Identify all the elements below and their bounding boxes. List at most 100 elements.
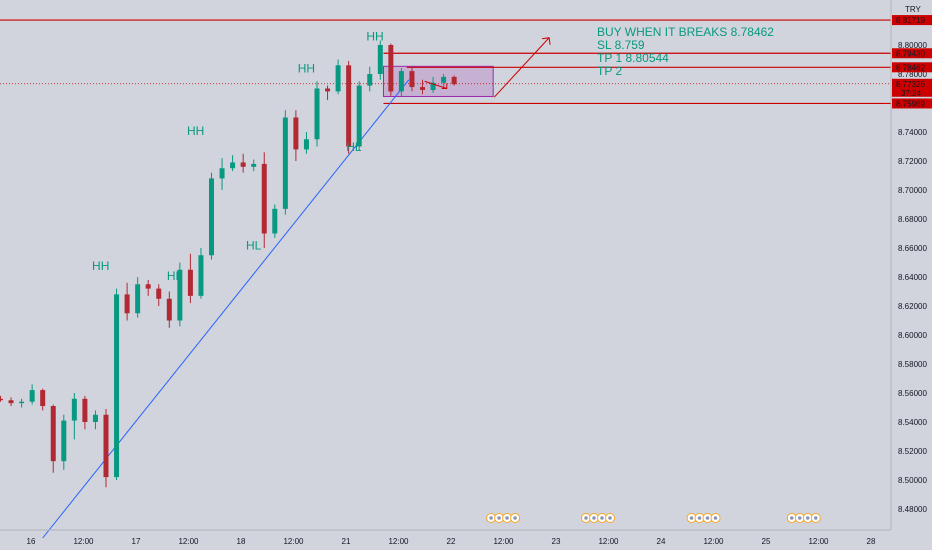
candle-body[interactable]: [303, 139, 309, 150]
candle-body[interactable]: [409, 71, 415, 88]
candle-body[interactable]: [388, 45, 394, 92]
candle-body[interactable]: [114, 294, 120, 478]
y-tick-label: 8.52000: [898, 447, 927, 456]
candle-body[interactable]: [441, 76, 447, 83]
event-marker-group[interactable]: [581, 513, 616, 523]
candle-body[interactable]: [282, 117, 288, 209]
trade-plan-tp1-line: TP 1 8.80544: [597, 51, 669, 65]
swing-label: HH: [366, 30, 383, 44]
annotations-layer: BUY WHEN IT BREAKS 8.78462 SL 8.759 TP 1…: [92, 25, 821, 523]
trade-plan-tp2-line: TP 2: [597, 64, 622, 78]
y-tick-label: 8.80000: [898, 41, 927, 50]
candle-body[interactable]: [219, 168, 225, 179]
candle-body[interactable]: [71, 398, 77, 421]
y-tick-label: 8.74000: [898, 128, 927, 137]
candle-body[interactable]: [230, 162, 236, 169]
y-tick-label: 8.68000: [898, 215, 927, 224]
down-arrow-head: [441, 83, 448, 89]
plot-area[interactable]: [0, 19, 891, 539]
x-tick-label: 12:00: [388, 537, 409, 546]
current-price-badge: 8.77326: [896, 80, 925, 89]
event-dot: [705, 516, 710, 520]
candle-body[interactable]: [335, 65, 341, 92]
x-tick-label: 12:00: [283, 537, 304, 546]
candle-body[interactable]: [325, 88, 331, 92]
event-dot: [505, 516, 509, 520]
x-tick-label: 18: [237, 537, 246, 546]
candle-body[interactable]: [198, 255, 204, 296]
y-tick-label: 8.48000: [898, 505, 927, 514]
candle-body[interactable]: [293, 117, 299, 150]
event-dot: [592, 516, 596, 520]
candle-body[interactable]: [8, 400, 14, 404]
swing-label: HL: [346, 140, 362, 154]
candle-body[interactable]: [251, 163, 257, 167]
event-dot: [697, 516, 702, 520]
candle-body[interactable]: [103, 414, 109, 478]
candle-body[interactable]: [19, 401, 25, 404]
x-tick-label: 21: [342, 537, 351, 546]
x-tick-label: 12:00: [703, 537, 724, 546]
candle-body[interactable]: [92, 414, 98, 422]
event-dot: [497, 516, 501, 520]
event-dot: [813, 516, 818, 520]
event-dot: [489, 516, 493, 520]
candle-body[interactable]: [420, 87, 425, 90]
candle-body[interactable]: [367, 74, 373, 86]
event-dot: [797, 516, 802, 520]
current-price-badge-bg: [892, 78, 932, 97]
x-tick-label: 28: [867, 537, 876, 546]
x-tick-label: 22: [447, 537, 456, 546]
candle-body[interactable]: [166, 298, 172, 321]
candle-body[interactable]: [40, 390, 46, 407]
candle-body[interactable]: [346, 65, 352, 147]
candle-body[interactable]: [124, 294, 130, 314]
event-marker-group[interactable]: [686, 513, 721, 523]
candle-body[interactable]: [187, 269, 193, 296]
x-tick-label: 25: [762, 537, 771, 546]
x-tick-label: 16: [27, 537, 36, 546]
candle-body[interactable]: [177, 269, 183, 321]
candle-body[interactable]: [240, 162, 246, 167]
trade-plan-buy-line: BUY WHEN IT BREAKS 8.78462: [597, 25, 774, 39]
event-dot: [584, 516, 588, 520]
candle-body[interactable]: [29, 390, 35, 402]
candle-body[interactable]: [356, 85, 362, 147]
swing-label: HH: [298, 62, 315, 76]
price-badge-bg: [892, 98, 932, 109]
event-dot: [789, 516, 794, 520]
y-tick-label: 8.58000: [898, 360, 927, 369]
event-dot: [689, 516, 694, 520]
candle-body[interactable]: [377, 45, 383, 74]
event-dot: [805, 516, 810, 520]
candle-body[interactable]: [398, 71, 404, 92]
candle-body[interactable]: [261, 163, 267, 234]
x-tick-label: 12:00: [493, 537, 514, 546]
candle-body[interactable]: [314, 88, 320, 140]
up-arrow-head: [542, 37, 551, 45]
candle-body[interactable]: [135, 284, 141, 314]
event-marker-group[interactable]: [486, 513, 521, 523]
candle-body[interactable]: [156, 288, 162, 299]
candle-body[interactable]: [82, 398, 88, 422]
y-tick-label: 8.54000: [898, 418, 927, 427]
x-tick-label: 12:00: [808, 537, 829, 546]
candle-body[interactable]: [0, 398, 3, 401]
candle-body[interactable]: [451, 76, 457, 85]
time-axis[interactable]: 16 12:00 17 12:00 18 12:00 21 12:00 22 12:00 23 12:…: [0, 529, 891, 546]
candle-body[interactable]: [145, 284, 151, 289]
x-tick-label: 17: [132, 537, 141, 546]
candle-body[interactable]: [50, 406, 56, 462]
swing-label: HH: [92, 259, 109, 273]
candle-body[interactable]: [272, 208, 278, 234]
candle-body[interactable]: [430, 82, 436, 90]
candle-body[interactable]: [209, 178, 214, 256]
price-badge: 8.75969: [896, 99, 925, 108]
price-badge-bg: [892, 62, 932, 73]
price-badge: 8.79430: [896, 49, 925, 58]
event-marker-group[interactable]: [786, 513, 821, 523]
candle-body[interactable]: [61, 420, 67, 462]
